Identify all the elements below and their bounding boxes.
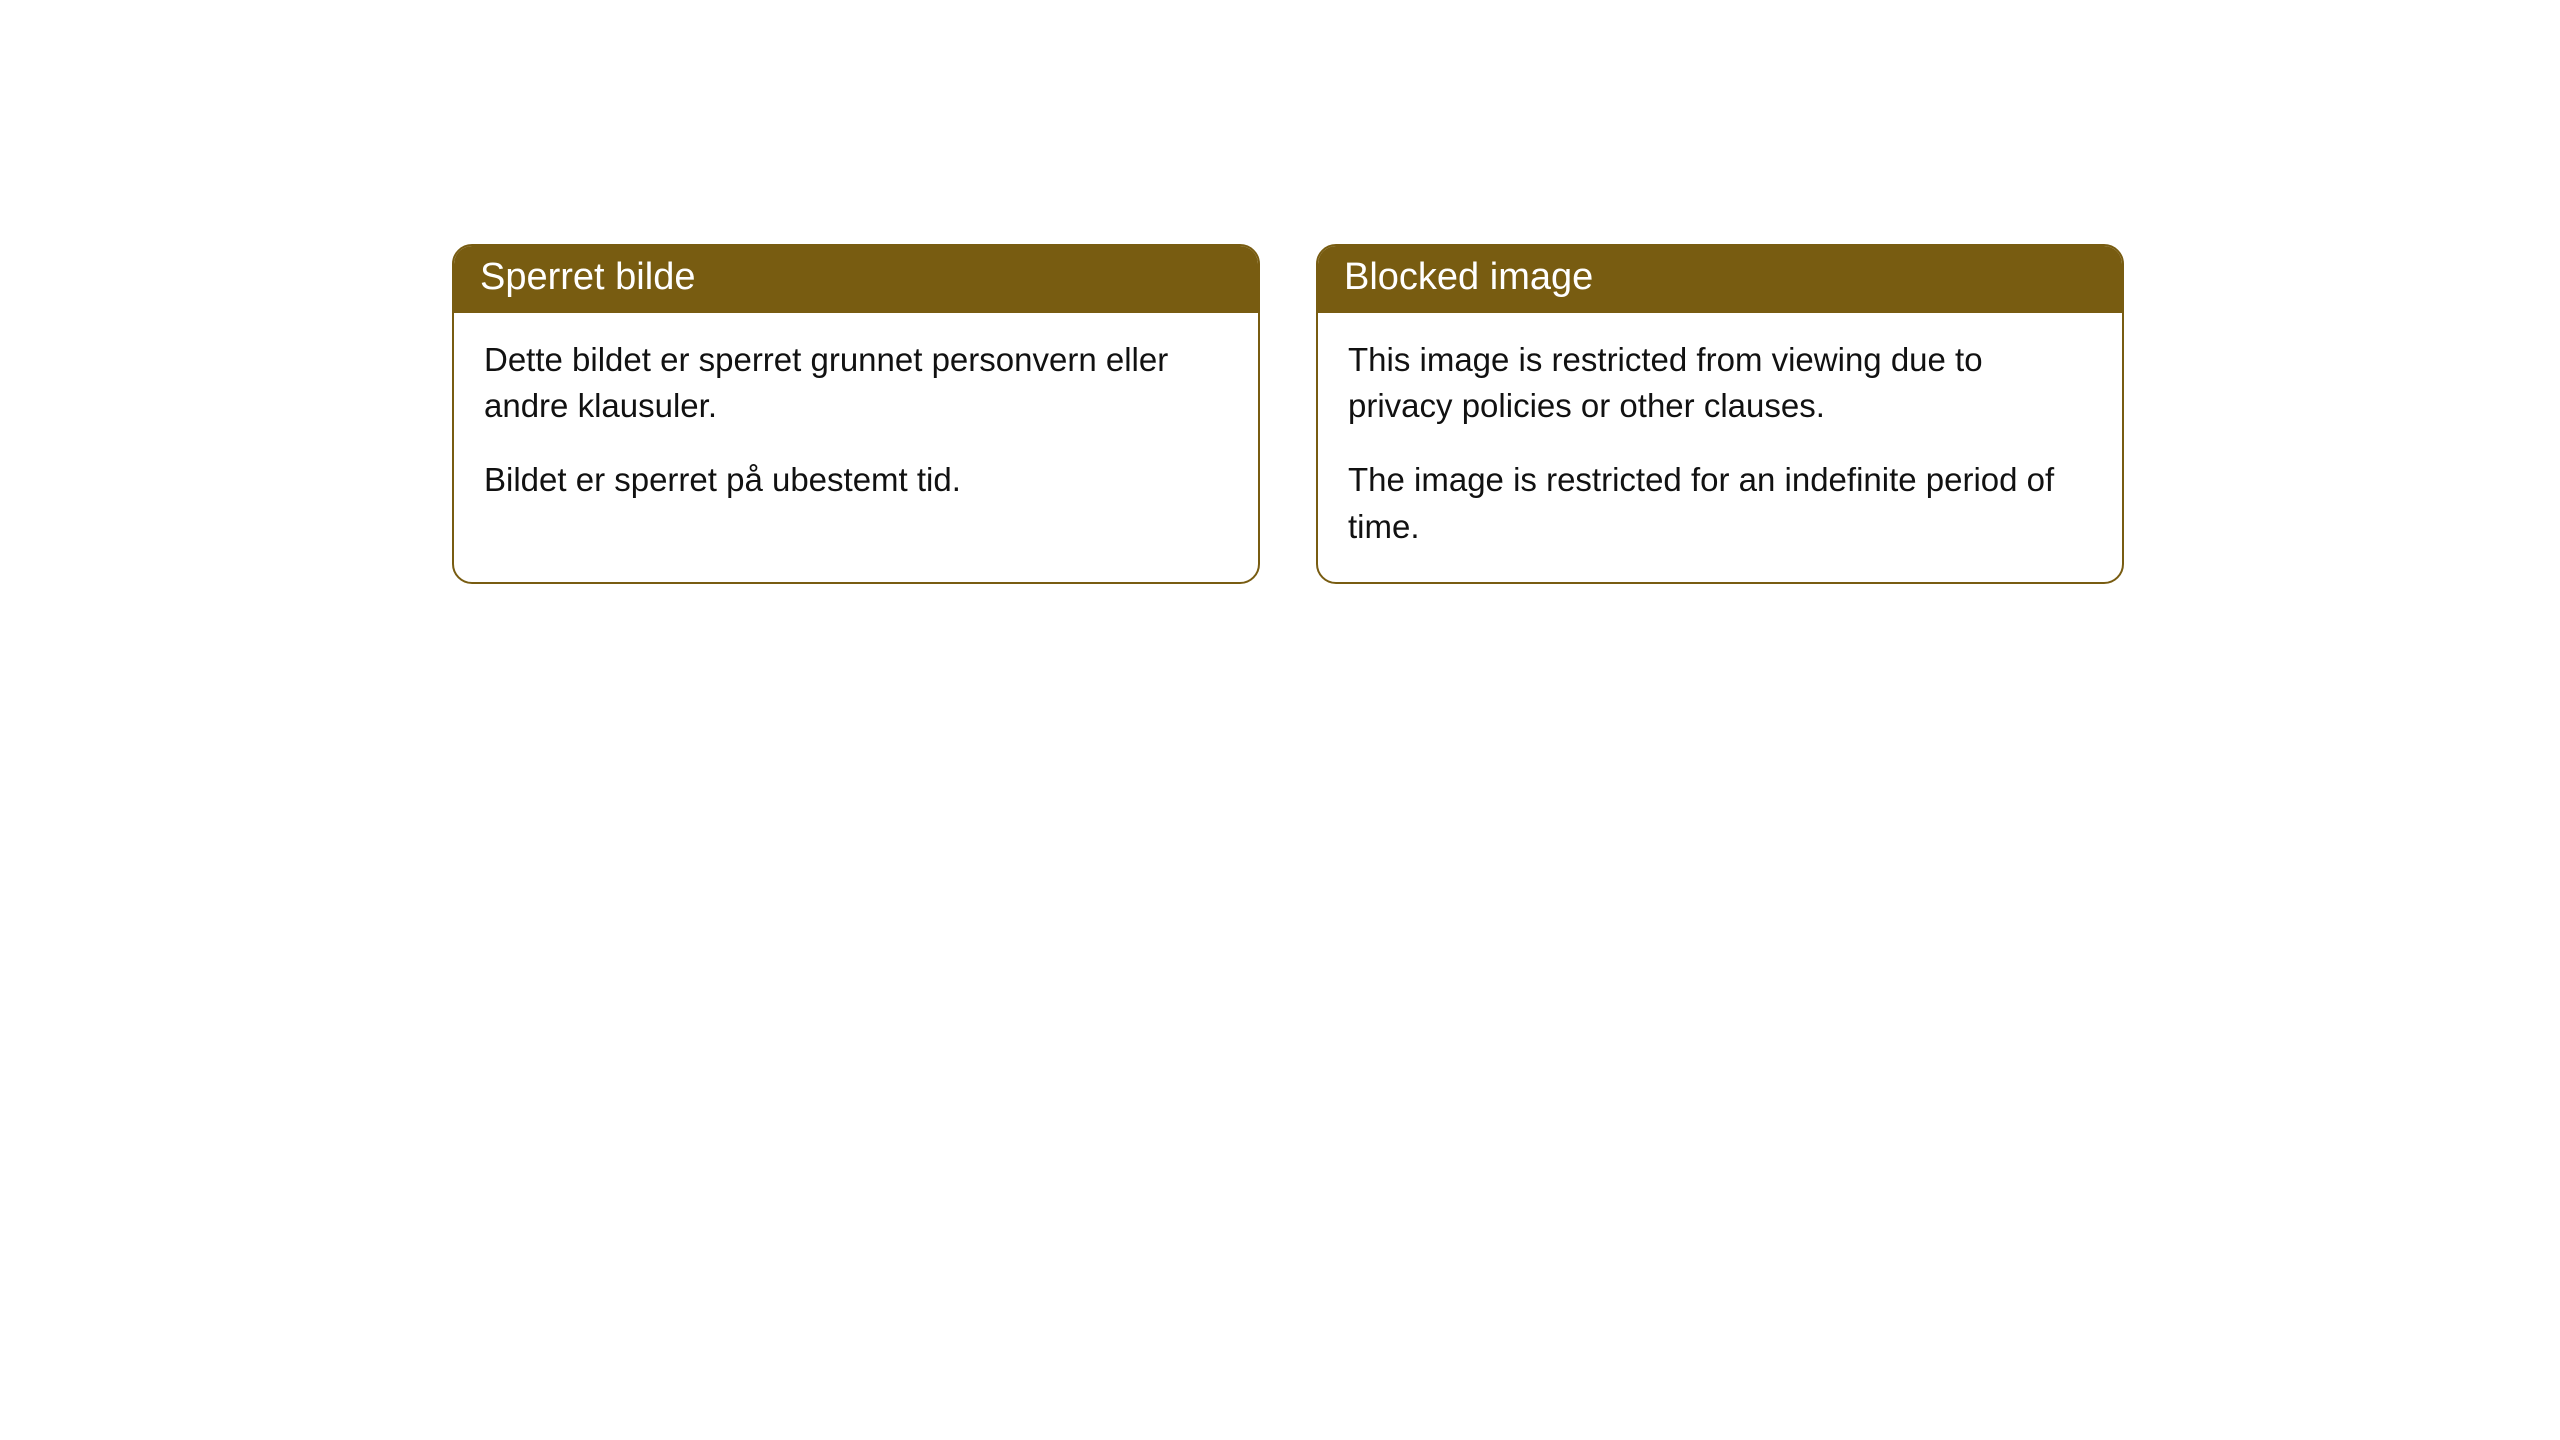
card-text-no: Dette bildet er sperret grunnet personve… — [484, 337, 1228, 504]
blocked-image-card-en: Blocked image This image is restricted f… — [1316, 244, 2124, 584]
card-paragraph1-no: Dette bildet er sperret grunnet personve… — [484, 337, 1228, 429]
card-header-no: Sperret bilde — [454, 246, 1258, 313]
card-title-no: Sperret bilde — [480, 256, 695, 298]
card-header-en: Blocked image — [1318, 246, 2122, 313]
card-title-en: Blocked image — [1344, 256, 1593, 298]
cards-container: Sperret bilde Dette bildet er sperret gr… — [0, 0, 2560, 584]
card-body-en: This image is restricted from viewing du… — [1318, 313, 2122, 582]
card-paragraph2-en: The image is restricted for an indefinit… — [1348, 457, 2092, 549]
card-text-en: This image is restricted from viewing du… — [1348, 337, 2092, 550]
card-paragraph2-no: Bildet er sperret på ubestemt tid. — [484, 457, 1228, 503]
card-body-no: Dette bildet er sperret grunnet personve… — [454, 313, 1258, 536]
blocked-image-card-no: Sperret bilde Dette bildet er sperret gr… — [452, 244, 1260, 584]
card-paragraph1-en: This image is restricted from viewing du… — [1348, 337, 2092, 429]
